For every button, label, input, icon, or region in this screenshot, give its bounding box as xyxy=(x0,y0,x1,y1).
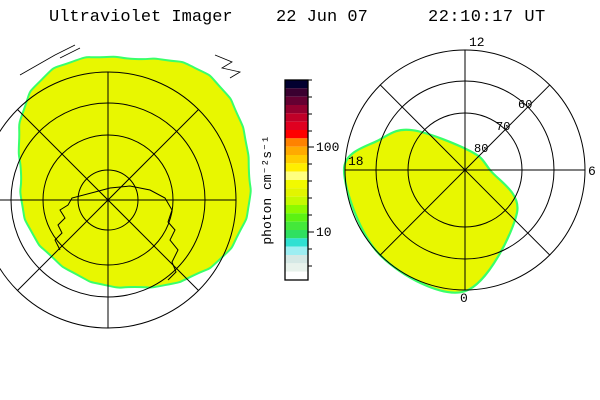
svg-text:18: 18 xyxy=(348,154,364,169)
svg-text:60: 60 xyxy=(518,98,532,112)
svg-text:0: 0 xyxy=(460,291,468,306)
svg-text:12: 12 xyxy=(469,35,485,50)
svg-text:6: 6 xyxy=(588,164,596,179)
svg-text:70: 70 xyxy=(496,120,510,134)
svg-text:80: 80 xyxy=(474,142,488,156)
